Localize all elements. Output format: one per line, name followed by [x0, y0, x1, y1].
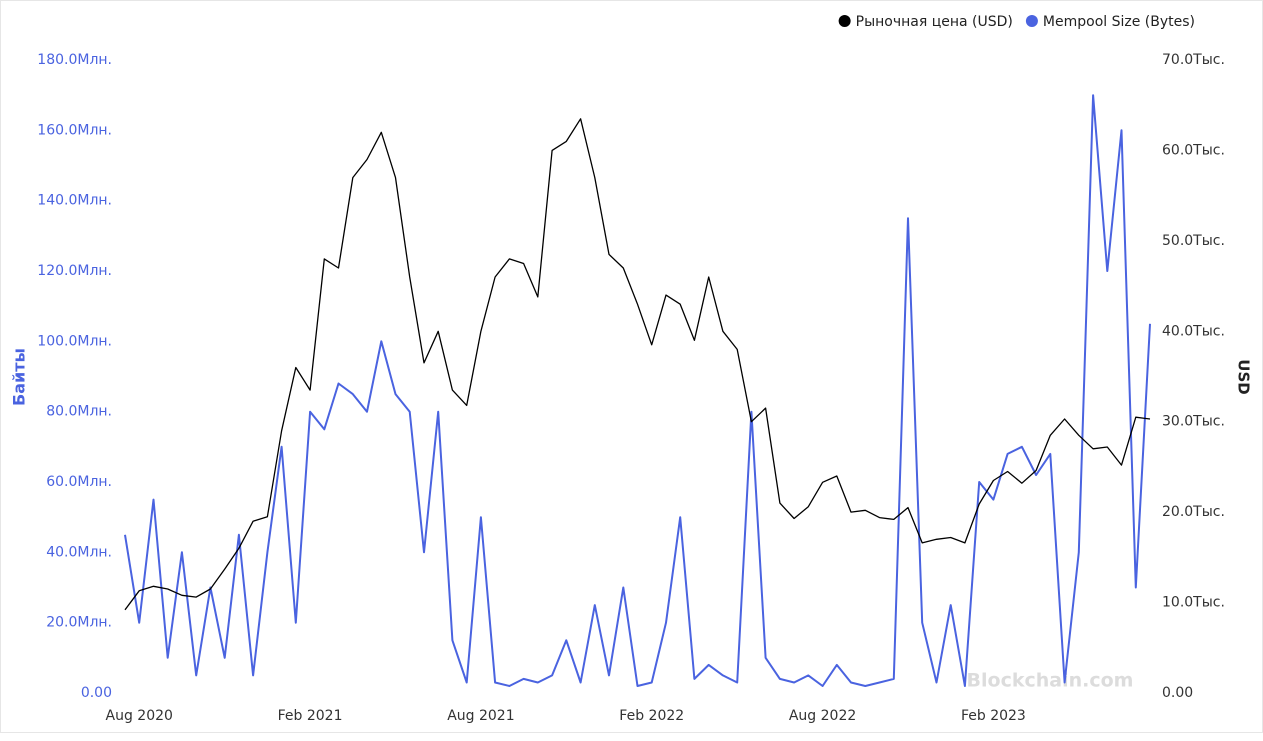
y2-tick-label: 40.0Тыс. [1162, 323, 1225, 339]
y-tick-label: 100.0Млн. [37, 333, 112, 349]
y2-tick-label: 30.0Тыс. [1162, 414, 1225, 430]
series-line [124, 118, 1151, 611]
y2-tick-label: 50.0Тыс. [1162, 233, 1225, 249]
y-tick-label: 60.0Млн. [46, 474, 112, 490]
y2-axis-title: USD [1235, 359, 1253, 394]
x-tick-label: Aug 2022 [789, 708, 856, 724]
y-tick-label: 0.00 [81, 685, 112, 701]
series-line [124, 94, 1151, 687]
y-tick-label: 140.0Млн. [37, 193, 112, 209]
y2-tick-label: 0.00 [1162, 685, 1193, 701]
y-tick-label: 180.0Млн. [37, 52, 112, 68]
y-tick-label: 160.0Млн. [37, 122, 112, 138]
y-tick-label: 120.0Млн. [37, 263, 112, 279]
y-tick-label: 80.0Млн. [46, 404, 112, 420]
y2-tick-label: 70.0Тыс. [1162, 52, 1225, 68]
x-tick-label: Feb 2021 [278, 708, 343, 724]
legend-marker [1025, 15, 1038, 27]
y2-tick-label: 60.0Тыс. [1162, 142, 1225, 158]
y2-tick-label: 10.0Тыс. [1162, 595, 1225, 611]
x-tick-label: Aug 2021 [447, 708, 514, 724]
x-tick-label: Feb 2023 [961, 708, 1026, 724]
y-tick-label: 40.0Млн. [46, 544, 112, 560]
y-tick-label: 20.0Млн. [46, 615, 112, 631]
x-tick-label: Feb 2022 [619, 708, 684, 724]
legend-marker [838, 15, 851, 27]
y2-tick-label: 20.0Тыс. [1162, 504, 1225, 520]
y-axis-title: Байты [10, 348, 29, 406]
watermark: Blockchain.com [967, 670, 1134, 692]
legend-label: Рыночная цена (USD) [856, 14, 1013, 30]
legend-label: Mempool Size (Bytes) [1043, 14, 1195, 30]
x-tick-label: Aug 2020 [106, 708, 173, 724]
